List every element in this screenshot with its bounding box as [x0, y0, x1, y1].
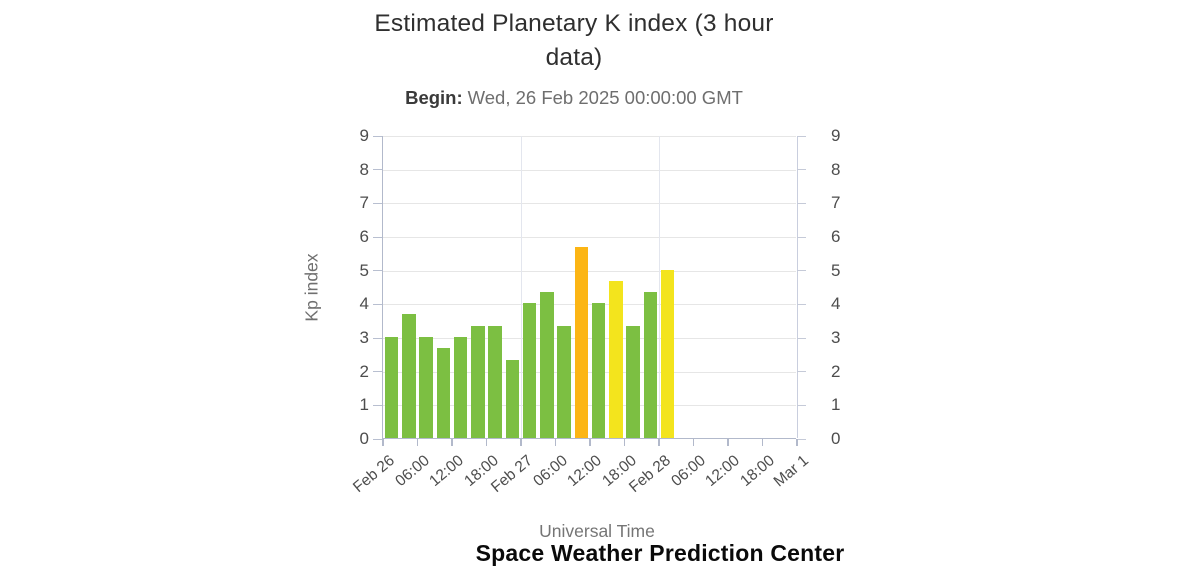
kp-bar — [522, 303, 537, 438]
kp-bar — [557, 325, 571, 438]
kp-bar — [453, 337, 468, 438]
x-tick — [727, 439, 729, 446]
y-tick-label-left: 4 — [359, 294, 369, 314]
h-gridline — [383, 405, 796, 407]
kp-bar — [609, 280, 623, 438]
y-tick-label-right: 0 — [831, 429, 841, 448]
h-gridline — [383, 338, 796, 339]
y-tick-right — [797, 371, 806, 373]
x-tick — [382, 439, 384, 446]
kp-bar — [488, 325, 502, 438]
begin-label: Begin: — [405, 87, 463, 108]
x-tick — [761, 439, 764, 446]
kp-bar — [626, 325, 640, 438]
y-tick-label-right: 3 — [831, 328, 841, 347]
y-tick-label-left: 9 — [359, 126, 369, 145]
h-gridline — [383, 270, 796, 272]
y-tick-right — [797, 438, 806, 440]
h-gridline — [383, 371, 796, 373]
kp-bar — [402, 314, 416, 438]
y-tick-label-right: 4 — [831, 294, 841, 314]
y-tick-label-left: 8 — [359, 159, 369, 179]
kp-bar — [591, 303, 606, 438]
y-tick-left — [373, 371, 382, 373]
y-tick-right — [797, 169, 806, 171]
x-tick — [692, 439, 695, 446]
y-tick-right — [797, 135, 806, 137]
y-tick-right — [797, 270, 806, 272]
kp-bar — [436, 348, 451, 438]
y-tick-right — [797, 202, 806, 204]
y-tick-label-left: 0 — [359, 429, 369, 448]
v-gridline — [796, 136, 798, 438]
kp-bar — [643, 292, 658, 438]
x-tick — [520, 439, 522, 446]
y-tick-label-right: 6 — [831, 227, 841, 246]
y-tick-right — [797, 236, 806, 238]
plot-area: Kp index 0 0 1 1 2 2 3 3 4 4 5 5 6 6 7 7 8 8 9 9 Feb 26 06:00… — [302, 126, 841, 496]
y-tick-label-left: 1 — [359, 395, 369, 415]
chart-title-line2: data) — [545, 44, 603, 71]
kp-bar — [471, 325, 485, 438]
kp-bar — [540, 292, 554, 438]
kp-bar — [574, 247, 589, 438]
h-gridline — [383, 304, 796, 306]
h-gridline — [383, 237, 796, 238]
y-tick-label-right: 5 — [831, 260, 841, 280]
begin-value: Wed, 26 Feb 2025 00:00:00 GMT — [467, 87, 743, 108]
kp-bar — [660, 269, 675, 438]
chart-title-line1: Estimated Planetary K index (3 hour — [374, 10, 774, 37]
y-tick-left — [373, 438, 382, 440]
x-axis-label: Universal Time — [539, 521, 655, 541]
v-gridline — [658, 136, 660, 438]
chart-subtitle: Begin: Wed, 26 Feb 2025 00:00:00 GMT — [324, 87, 824, 109]
y-tick-label-left: 6 — [359, 227, 369, 246]
v-gridline — [520, 136, 522, 438]
y-tick-left — [373, 404, 382, 406]
x-tick — [485, 439, 488, 446]
y-tick-label-left: 2 — [359, 361, 369, 381]
y-tick-left — [373, 303, 382, 305]
x-tick — [451, 439, 453, 446]
y-tick-label-left: 5 — [359, 260, 369, 280]
y-tick-left — [373, 236, 382, 238]
y-tick-left — [373, 202, 382, 204]
h-gridline — [383, 169, 796, 171]
y-tick-label-left: 7 — [359, 193, 369, 213]
kp-bar — [505, 359, 520, 438]
kp-bar — [419, 337, 433, 438]
y-tick-label-right: 2 — [831, 361, 841, 381]
x-tick — [623, 439, 626, 446]
x-tick — [658, 439, 660, 446]
y-tick-right — [797, 303, 806, 305]
x-tick — [796, 439, 798, 446]
y-axis-label: Kp index — [301, 253, 322, 322]
kp-bar — [384, 337, 399, 438]
y-tick-left — [373, 270, 382, 272]
y-tick-label-right: 7 — [831, 193, 841, 213]
chart-title: Estimated Planetary K index (3 hour data… — [274, 7, 874, 75]
x-tick — [416, 439, 419, 446]
y-tick-label-right: 8 — [831, 159, 841, 179]
y-tick-left — [373, 135, 382, 137]
x-tick — [589, 439, 591, 446]
y-tick-left — [373, 169, 382, 171]
h-gridline — [383, 136, 796, 137]
y-tick-label-right: 9 — [831, 126, 841, 145]
x-tick — [554, 439, 557, 446]
y-tick-right — [797, 404, 806, 406]
y-tick-label-left: 3 — [359, 328, 369, 347]
source-attribution: Space Weather Prediction Center — [475, 540, 845, 566]
y-tick-right — [797, 337, 806, 339]
y-tick-label-right: 1 — [831, 395, 841, 415]
h-gridline — [383, 203, 796, 205]
y-tick-left — [373, 337, 382, 339]
